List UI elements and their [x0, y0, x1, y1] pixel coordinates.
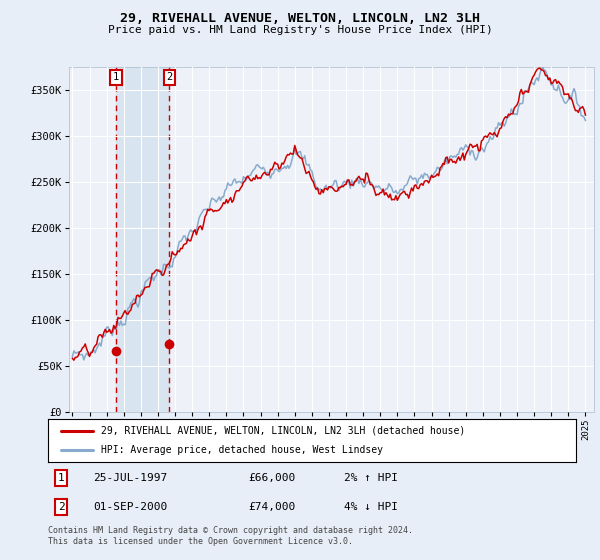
Text: £74,000: £74,000 — [248, 502, 296, 512]
Bar — [116, 67, 169, 412]
Text: £66,000: £66,000 — [248, 473, 296, 483]
Text: 29, RIVEHALL AVENUE, WELTON, LINCOLN, LN2 3LH: 29, RIVEHALL AVENUE, WELTON, LINCOLN, LN… — [120, 12, 480, 25]
Text: 2: 2 — [166, 72, 173, 82]
Text: 4% ↓ HPI: 4% ↓ HPI — [344, 502, 398, 512]
Text: 29, RIVEHALL AVENUE, WELTON, LINCOLN, LN2 3LH (detached house): 29, RIVEHALL AVENUE, WELTON, LINCOLN, LN… — [101, 426, 465, 436]
Text: 2% ↑ HPI: 2% ↑ HPI — [344, 473, 398, 483]
Text: HPI: Average price, detached house, West Lindsey: HPI: Average price, detached house, West… — [101, 445, 383, 455]
Text: 01-SEP-2000: 01-SEP-2000 — [93, 502, 167, 512]
Text: 25-JUL-1997: 25-JUL-1997 — [93, 473, 167, 483]
Text: Contains HM Land Registry data © Crown copyright and database right 2024.
This d: Contains HM Land Registry data © Crown c… — [48, 526, 413, 546]
Text: Price paid vs. HM Land Registry's House Price Index (HPI): Price paid vs. HM Land Registry's House … — [107, 25, 493, 35]
Text: 1: 1 — [58, 473, 65, 483]
Text: 2: 2 — [58, 502, 65, 512]
Text: 1: 1 — [113, 72, 119, 82]
